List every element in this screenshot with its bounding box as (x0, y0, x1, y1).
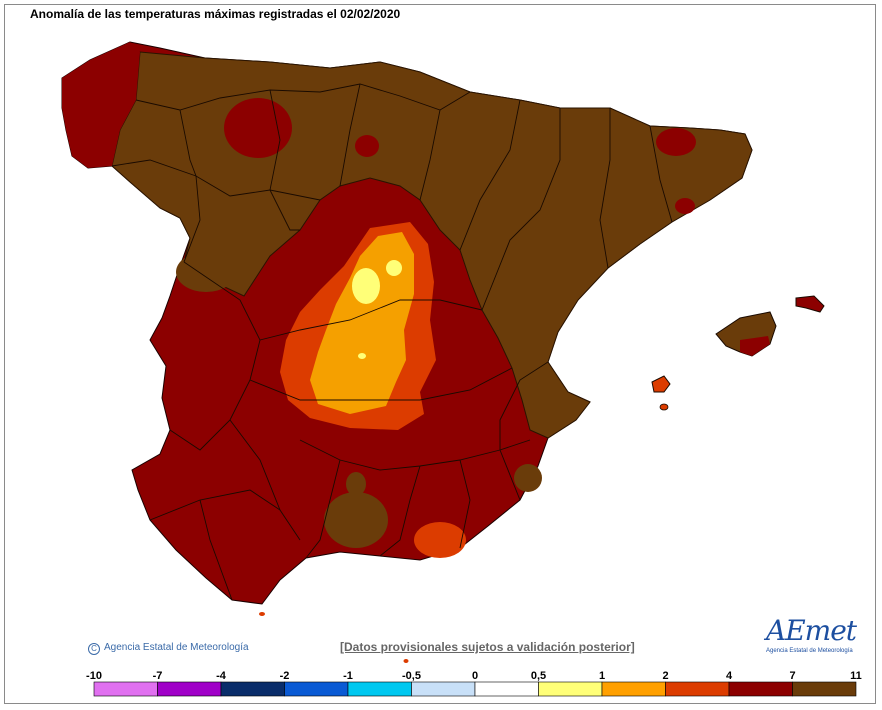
legend-tick-label: -2 (280, 670, 290, 682)
legend-swatch (411, 681, 476, 697)
legend-tick-label: 0,5 (531, 670, 546, 682)
legend-swatch (474, 681, 539, 697)
zone-high-catalonia-blob (656, 128, 696, 156)
copyright-text: Agencia Estatal de Meteorología (104, 642, 249, 653)
zone-medium-almeria (414, 522, 466, 558)
island-mallorca-south (740, 336, 770, 356)
legend-tick-label: 1 (599, 670, 605, 682)
island-ibiza (651, 375, 671, 393)
zone-lowest-guadarrama (386, 260, 402, 276)
island-formentera (659, 403, 669, 411)
zone-lowest-toledo (358, 353, 366, 359)
aemet-logo-text: AEmet (766, 614, 857, 647)
map-title: Anomalía de las temperaturas máximas reg… (30, 7, 401, 21)
copyright-icon: C (88, 643, 100, 655)
legend-swatch (220, 681, 285, 697)
aemet-logo-subtitle: Agencia Estatal de Meteorología (766, 648, 853, 654)
legend-swatch (728, 681, 793, 697)
zone-high-coast-blob (675, 198, 695, 214)
zone-very-high-west (176, 252, 236, 292)
legend-tick-label: -1 (343, 670, 353, 682)
zone-high-galicia (62, 42, 140, 168)
legend-swatch (601, 681, 666, 697)
legend-tick-label: -0,5 (402, 670, 421, 682)
legend-tick-label: 7 (789, 670, 795, 682)
legend-swatch (792, 681, 857, 697)
zone-very-high-murcia (514, 464, 542, 492)
disclaimer-text: [Datos provisionales sujetos a validació… (340, 640, 635, 654)
zone-high-burgos-blob (355, 135, 379, 157)
aemet-logo: AEmet Agencia Estatal de Meteorología (766, 614, 857, 659)
legend-tick-label: -10 (86, 670, 102, 682)
zone-high-castilla-blob (224, 98, 292, 158)
ceuta-dot (259, 612, 265, 616)
legend-swatch (665, 681, 730, 697)
province-borders (111, 83, 673, 601)
legend-tick-label: 11 (850, 670, 862, 682)
legend-swatch (538, 681, 603, 697)
legend: -10 -7 -4 -2 -1 -0,5 0 0,5 1 2 4 7 11 (86, 670, 862, 697)
legend-tick-label: 2 (662, 670, 668, 682)
legend-swatch (284, 681, 349, 697)
copyright-note: C Agencia Estatal de Meteorología (88, 642, 249, 655)
legend-tick-label: 4 (726, 670, 733, 682)
zone-very-high-granada (324, 492, 388, 548)
zone-lowest-madrid (352, 268, 380, 304)
map-frame (4, 4, 876, 704)
island-menorca (795, 295, 825, 313)
melilla-dot (403, 659, 409, 663)
legend-tick-label: -4 (216, 670, 227, 682)
legend-tick-label: 0 (472, 670, 478, 682)
legend-tick-label: -7 (153, 670, 163, 682)
legend-swatch (93, 681, 158, 697)
legend-swatch (347, 681, 412, 697)
zone-low-central (310, 232, 414, 414)
zone-very-high-jaen (346, 472, 366, 496)
legend-swatch (157, 681, 222, 697)
